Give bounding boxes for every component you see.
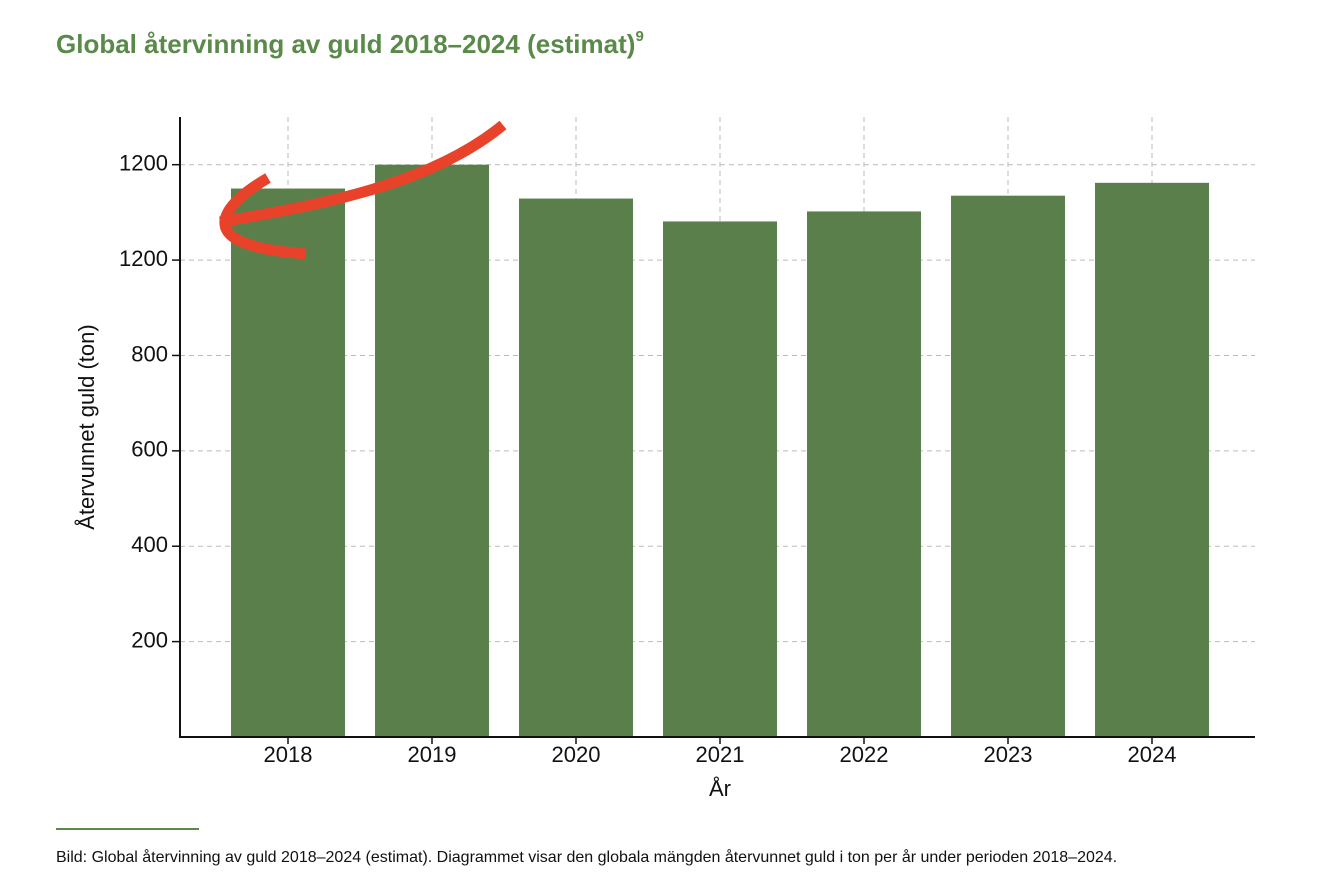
bar: [375, 164, 489, 737]
chart-title: Global återvinning av guld 2018–2024 (es…: [56, 28, 644, 59]
x-axis-label: År: [709, 776, 731, 801]
bar: [663, 221, 777, 737]
bar: [807, 211, 921, 737]
y-axis-label: Återvunnet guld (ton): [74, 324, 99, 529]
y-tick-label: 1200: [119, 151, 168, 176]
x-tick-label: 2023: [984, 742, 1033, 767]
x-tick-label: 2018: [264, 742, 313, 767]
y-tick-label: 1200: [119, 246, 168, 271]
x-tick-label: 2024: [1128, 742, 1177, 767]
bar: [951, 195, 1065, 737]
x-tick-label: 2021: [696, 742, 745, 767]
y-tick-label: 400: [131, 532, 168, 557]
y-tick-label: 200: [131, 627, 168, 652]
plot: 200 400 600 800 1200 1200 2018 2019 2020 2021 2022…: [119, 117, 1255, 767]
x-tick-label: 2022: [840, 742, 889, 767]
caption: Bild: Global återvinning av guld 2018–20…: [56, 848, 1117, 866]
title-note: 9: [635, 28, 643, 45]
title-text: Global återvinning av guld 2018–2024 (es…: [56, 29, 635, 59]
y-tick-label: 600: [131, 437, 168, 462]
y-tick-label: 800: [131, 341, 168, 366]
x-tick-label: 2020: [552, 742, 601, 767]
bar: [519, 198, 633, 738]
annotation-arrow: [219, 120, 507, 260]
x-tick-label: 2019: [408, 742, 457, 767]
bar: [1095, 182, 1209, 738]
axes: [179, 117, 1255, 738]
bar: [231, 188, 345, 738]
